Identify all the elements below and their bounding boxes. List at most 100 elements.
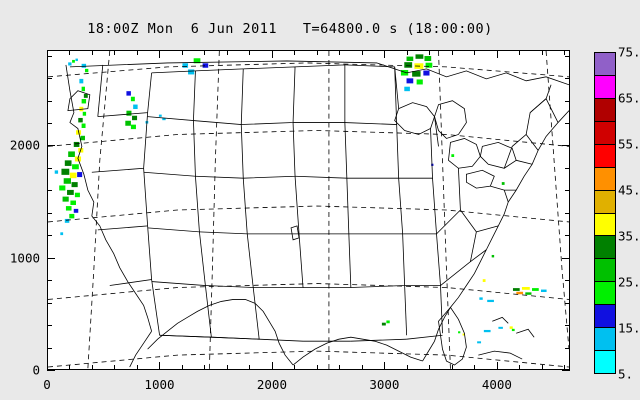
precip-cell [72, 164, 79, 170]
colorbar-band [595, 282, 615, 306]
axis-tick [271, 362, 273, 370]
axis-tick [204, 50, 206, 55]
precip-cell [79, 78, 84, 84]
axis-tick [562, 370, 570, 371]
precip-cell [132, 115, 138, 121]
axis-tick [159, 50, 161, 58]
colorbar-tick-label: 45. [618, 182, 640, 198]
axis-tick-label: 3000 [369, 377, 400, 392]
precip-cell [193, 58, 201, 64]
axis-tick [519, 50, 521, 55]
colorbar-tick-label: 5. [618, 366, 634, 382]
colorbar-tick-label: 35. [618, 228, 640, 244]
precip-cell [512, 288, 520, 291]
axis-tick [565, 55, 570, 57]
axis-tick [204, 365, 206, 370]
axis-tick [541, 365, 543, 370]
precip-cell [81, 63, 87, 68]
precip-cell [406, 56, 414, 62]
axis-tick [451, 50, 453, 55]
axis-tick [565, 122, 570, 124]
precip-cell [400, 69, 409, 76]
axis-tick [47, 78, 52, 80]
axis-tick [69, 50, 71, 55]
precip-cell [84, 68, 89, 73]
axis-tick [47, 212, 52, 214]
us-map-outline [48, 51, 569, 369]
axis-tick [69, 365, 71, 370]
colorbar-tick-label: 65. [618, 90, 640, 106]
precip-cell [479, 297, 483, 300]
precip-cell [130, 96, 135, 102]
axis-tick [361, 365, 363, 370]
axis-tick [47, 145, 55, 147]
precip-cell [130, 124, 136, 130]
precip-cell [75, 58, 78, 62]
precip-cell [61, 168, 70, 175]
precip-cell [64, 218, 70, 223]
axis-tick [47, 167, 52, 169]
axis-tick-label: 2000 [256, 377, 287, 392]
axis-tick [406, 50, 408, 55]
axis-tick [565, 302, 570, 304]
axis-tick [47, 362, 48, 370]
precipitation-layer [54, 54, 547, 344]
colorbar-tick-label: 75. [618, 44, 640, 60]
colorbar-band [595, 259, 615, 283]
axis-tick [564, 365, 566, 370]
axis-tick [565, 325, 570, 327]
axis-tick [47, 280, 52, 282]
precip-cell [491, 254, 495, 258]
precip-cell [81, 123, 86, 128]
axis-tick [429, 365, 431, 370]
precip-cell [521, 286, 530, 290]
axis-tick [519, 365, 521, 370]
axis-tick [562, 257, 570, 259]
precip-cell [82, 111, 87, 116]
precip-cell [60, 232, 64, 236]
axis-tick [565, 100, 570, 102]
axis-tick [316, 50, 318, 55]
axis-tick [451, 365, 453, 370]
precip-cell [424, 56, 432, 62]
precip-cell [482, 279, 486, 282]
axis-tick [361, 50, 363, 55]
colorbar-tick-label: 55. [618, 136, 640, 152]
precip-cell [458, 331, 461, 334]
precip-cell [162, 117, 166, 121]
axis-tick [384, 362, 386, 370]
axis-tick [541, 50, 543, 55]
precip-cell [72, 59, 75, 63]
axis-tick [294, 365, 296, 370]
axis-tick [565, 190, 570, 192]
colorbar-band [595, 190, 615, 214]
axis-tick [136, 365, 138, 370]
colorbar-band [595, 305, 615, 329]
precip-cell [73, 141, 80, 147]
axis-tick [249, 365, 251, 370]
axis-tick [47, 325, 52, 327]
axis-tick-label: 1000 [144, 377, 175, 392]
axis-tick [496, 362, 498, 370]
axis-tick [136, 50, 138, 55]
precip-cell [70, 200, 77, 205]
precip-cell [483, 329, 491, 333]
axis-tick [47, 235, 52, 237]
axis-tick [406, 365, 408, 370]
colorbar-band [595, 213, 615, 237]
precip-cell [54, 170, 59, 174]
precip-cell [416, 79, 423, 85]
axis-tick [565, 235, 570, 237]
precip-cell [498, 326, 503, 329]
axis-tick [47, 190, 52, 192]
axis-tick-label: 0 [43, 377, 51, 392]
geography-layer [48, 51, 569, 369]
axis-tick [91, 50, 93, 55]
precip-cell [425, 62, 433, 68]
axis-tick [294, 50, 296, 55]
axis-tick-label: 2000 [9, 137, 40, 153]
colorbar-tick-label: 25. [618, 274, 640, 290]
axis-tick [181, 50, 183, 55]
axis-tick-label: 1000 [9, 250, 40, 266]
